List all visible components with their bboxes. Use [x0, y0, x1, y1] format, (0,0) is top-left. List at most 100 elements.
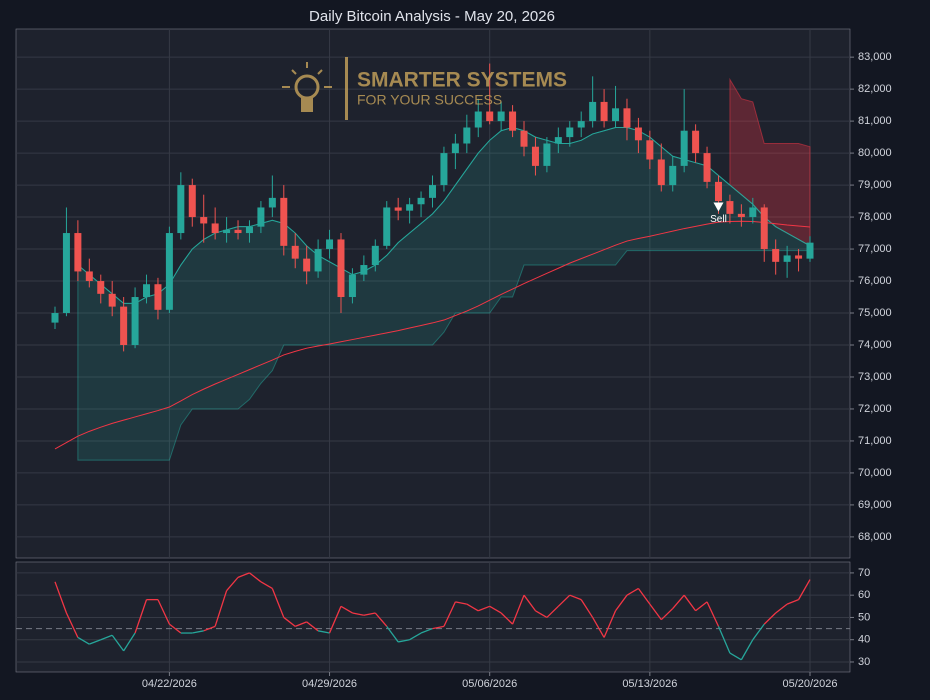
indicator-segment [226, 576, 239, 592]
indicator-segment [271, 588, 285, 618]
indicator-segment [432, 625, 445, 630]
indicator-segment [283, 616, 296, 627]
indicator-segment [786, 599, 799, 605]
y-tick-label: 40 [858, 634, 870, 646]
indicator-segment [695, 601, 708, 612]
x-tick-label: 04/29/2026 [302, 678, 357, 690]
indicator-segment [420, 627, 433, 634]
indicator-segment [317, 630, 330, 634]
indicator-segment [763, 612, 777, 625]
ma-line [77, 126, 811, 304]
indicator-segment [557, 594, 571, 607]
x-tick-label: 05/06/2026 [462, 678, 517, 690]
candle-body [143, 284, 151, 298]
candle-body [188, 185, 196, 218]
candle-body [429, 185, 436, 198]
indicator-segment [706, 601, 720, 627]
indicator-segment [398, 639, 410, 643]
indicator-segment [580, 599, 594, 618]
indicator-segment [455, 601, 467, 605]
indicator-segment [752, 623, 765, 641]
candle-body [154, 284, 162, 310]
indicator-segment [569, 594, 582, 601]
indicator-segment [489, 605, 502, 614]
indicator-segment [306, 621, 319, 632]
candle-body [795, 255, 803, 259]
candle-body [623, 108, 631, 128]
logo: SMARTER SYSTEMS FOR YOUR SUCCESS [282, 57, 567, 120]
candle-body [646, 140, 654, 160]
candle-body [85, 271, 93, 282]
candle-body [120, 306, 128, 345]
candle-body [394, 207, 402, 211]
y-tick-label: 78,000 [858, 211, 892, 223]
y-tick-label: 68,000 [858, 531, 892, 543]
indicator-segment [363, 612, 376, 616]
candle-body [74, 233, 82, 272]
candle-body [314, 249, 322, 272]
y-tick-label: 80,000 [858, 147, 892, 159]
candle-body [531, 146, 539, 166]
candle-body [245, 226, 253, 234]
y-tick-label: 82,000 [858, 83, 892, 95]
indicator-segment [637, 588, 651, 605]
indicator-segment [592, 617, 605, 638]
y-tick-label: 75,000 [858, 307, 892, 319]
indicator-segment [523, 594, 536, 612]
indicator-segment [797, 579, 811, 600]
y-tick-label: 79,000 [858, 179, 892, 191]
y-tick-label: 60 [858, 589, 870, 601]
x-tick-label: 05/20/2026 [782, 678, 837, 690]
y-tick-label: 77,000 [858, 243, 892, 255]
y-tick-label: 69,000 [858, 499, 892, 511]
y-tick-label: 71,000 [858, 435, 892, 447]
indicator-segment [500, 612, 514, 625]
annotation-label: Sell [710, 214, 727, 225]
indicator-segment [237, 572, 250, 578]
candle-body [131, 297, 139, 345]
candle-body [406, 204, 414, 211]
candle-body [543, 143, 551, 166]
ma-line [54, 220, 811, 450]
logo-base [301, 98, 313, 112]
candle-body [451, 143, 459, 154]
logo-title: SMARTER SYSTEMS [357, 69, 567, 92]
indicator-segment [683, 594, 697, 612]
indicator-segment [89, 639, 101, 645]
logo-tagline: FOR YOUR SUCCESS [357, 92, 502, 108]
candle-body [268, 197, 276, 208]
candle-body [577, 121, 585, 128]
indicator-segment [260, 581, 273, 590]
y-tick-label: 70 [858, 567, 870, 579]
y-tick-label: 72,000 [858, 403, 892, 415]
candle-body [51, 313, 59, 323]
candle-body [177, 185, 185, 234]
candle-body [554, 137, 562, 144]
indicator-segment [511, 594, 525, 625]
candle-body [223, 229, 231, 234]
indicator-segment [478, 605, 490, 612]
candle-body [737, 213, 745, 218]
indicator-segment [340, 605, 353, 614]
candle-body [200, 217, 208, 224]
indicator-segment [443, 601, 456, 627]
candle-body [440, 153, 448, 186]
indicator-segment [214, 590, 228, 627]
y-tick-label: 83,000 [858, 51, 892, 63]
indicator-segment [192, 630, 204, 634]
plot-layers: 68,000 69,000 70,000 71,000 72,000 73,000 74,0… [16, 29, 892, 690]
candle-body [417, 197, 425, 205]
indicator-segment [740, 639, 754, 661]
candle-body [337, 239, 345, 298]
indicator-segment [294, 621, 307, 627]
candle-body [760, 207, 768, 250]
sell-marker [713, 202, 724, 212]
candle-body [280, 197, 288, 246]
candle-body [509, 111, 517, 131]
logo-ray [291, 69, 297, 75]
candle-body [234, 229, 242, 234]
indicator-segment [111, 634, 125, 652]
indicator-segment [328, 606, 342, 634]
indicator-segment [535, 610, 548, 619]
